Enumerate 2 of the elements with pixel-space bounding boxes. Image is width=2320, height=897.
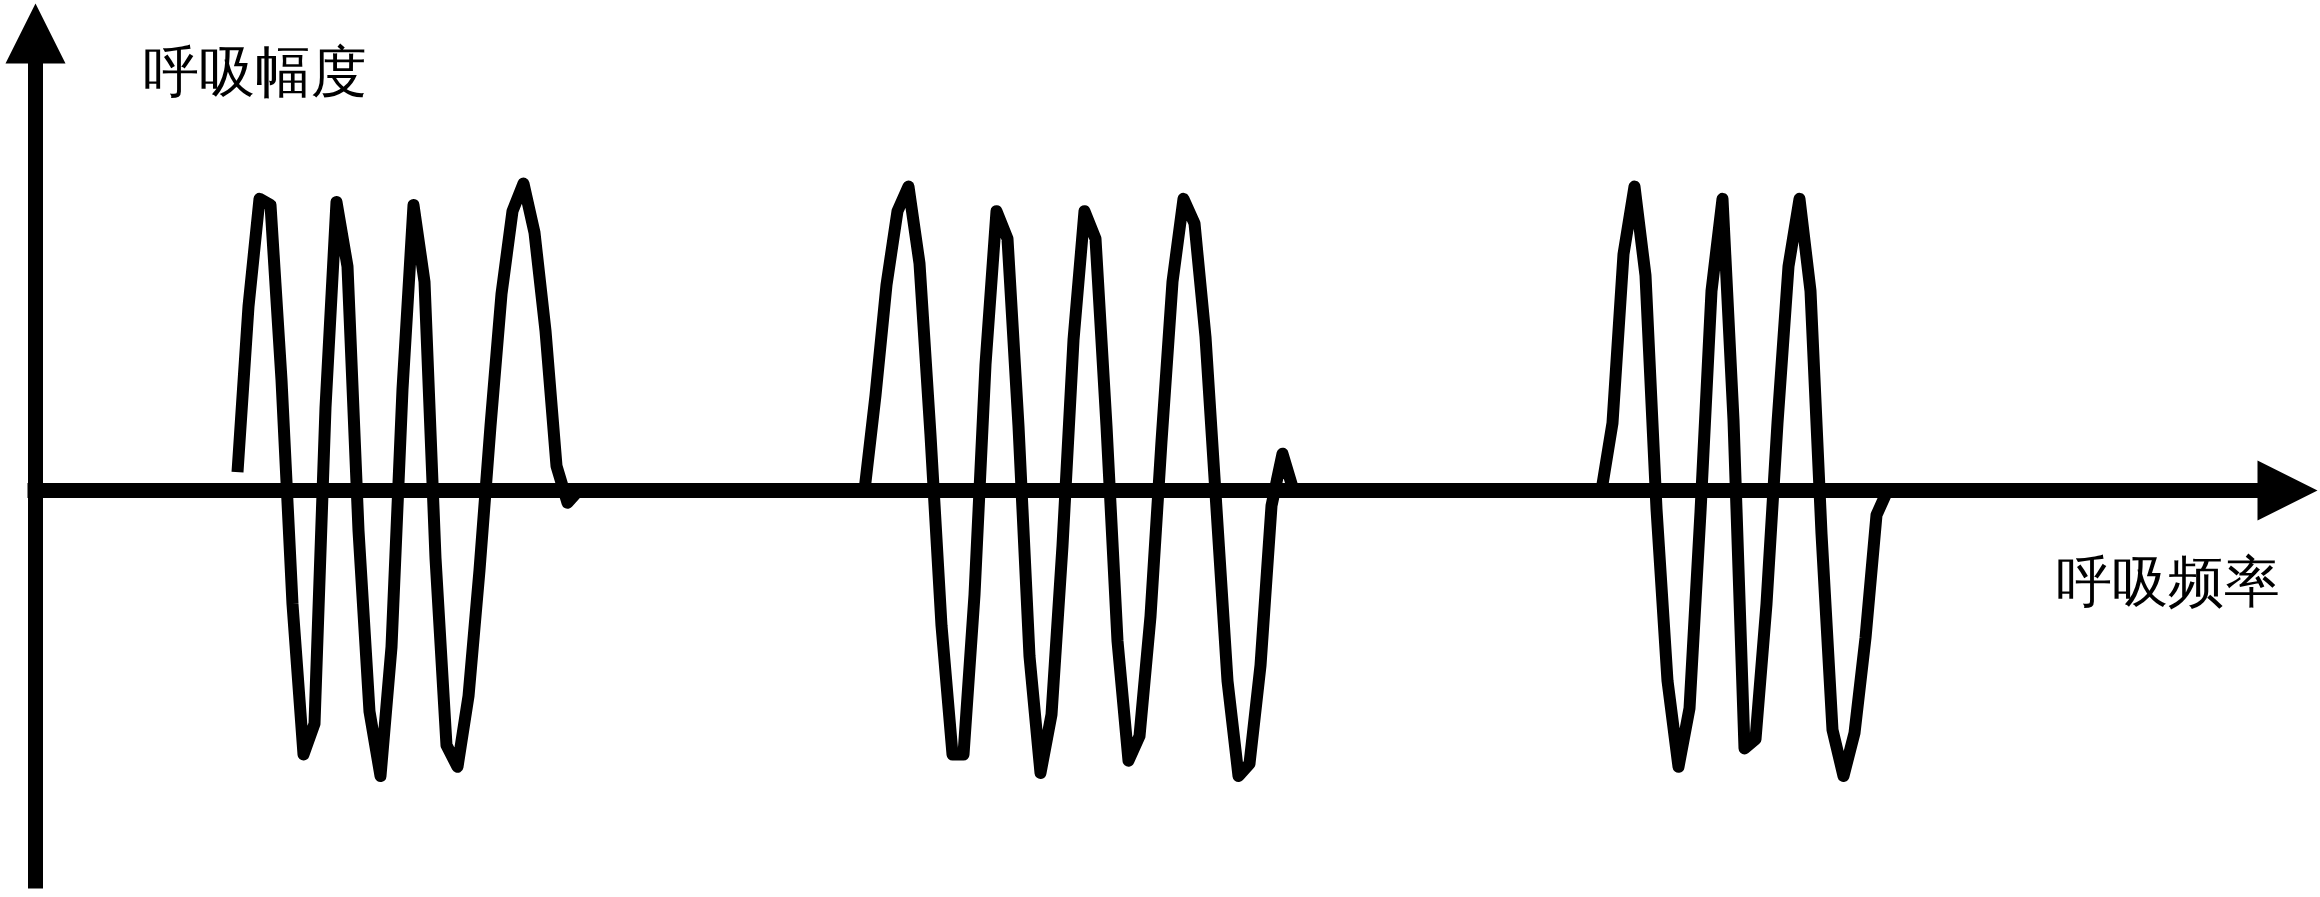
y-axis-title: 呼吸幅度 [142,38,367,104]
x-axis-title: 呼吸频率 [2055,548,2280,614]
